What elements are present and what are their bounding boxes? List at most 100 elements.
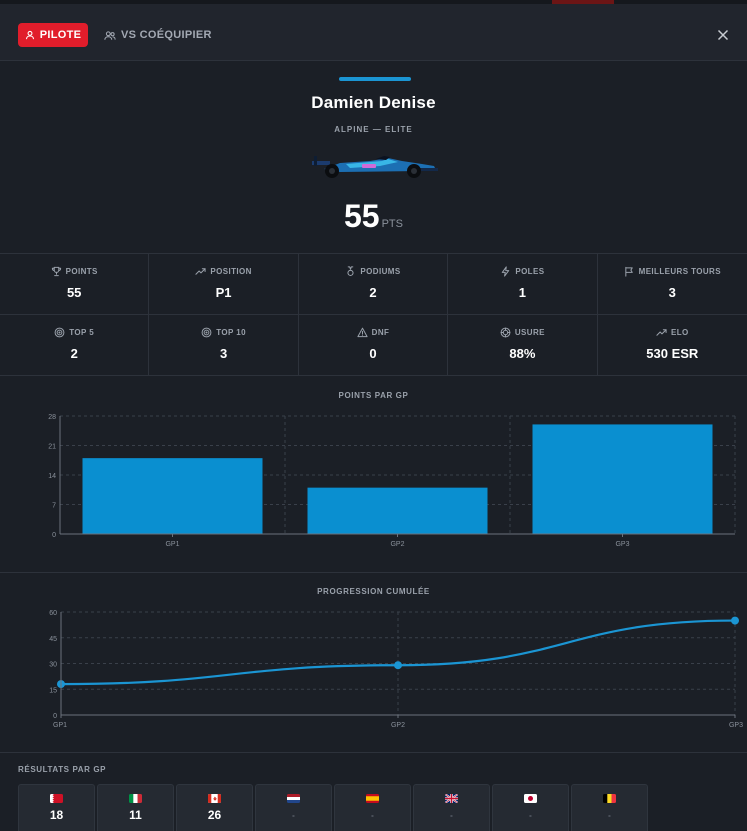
results-list: 18 11 26 - - - - - bbox=[18, 784, 648, 831]
warning-icon bbox=[357, 327, 368, 338]
stat-label-text: POSITION bbox=[210, 267, 252, 276]
gp-result-card[interactable]: - bbox=[413, 784, 490, 831]
team-color-bar bbox=[339, 77, 411, 81]
points-per-gp-section: POINTS PAR GP 0 7 14 21 28 GP1 GP2 GP3 bbox=[0, 377, 747, 573]
modal-header: PILOTE VS COÉQUIPIER bbox=[0, 4, 747, 61]
stat-value: 1 bbox=[518, 285, 526, 300]
x-tick-label: GP2 bbox=[390, 541, 404, 548]
stat-value: 530 ESR bbox=[646, 346, 699, 361]
x-tick-label: GP3 bbox=[615, 541, 629, 548]
y-tick-label: 45 bbox=[49, 636, 57, 643]
gp-result-card[interactable]: 11 bbox=[97, 784, 174, 831]
x-tick-label: GP2 bbox=[391, 722, 405, 729]
gp-result-card[interactable]: - bbox=[571, 784, 648, 831]
stat-elo: ELO 530 ESR bbox=[598, 315, 747, 376]
gp-result-card[interactable]: - bbox=[255, 784, 332, 831]
cumulative-progression-chart: 0 15 30 45 60 GP1 GP2 GP3 bbox=[49, 610, 743, 729]
bar-gp2[interactable] bbox=[307, 487, 488, 534]
close-icon[interactable] bbox=[714, 26, 732, 44]
points-per-gp-title: POINTS PAR GP bbox=[338, 391, 409, 400]
stat-label-text: MEILLEURS TOURS bbox=[638, 267, 721, 276]
gp-result-card[interactable]: - bbox=[492, 784, 569, 831]
target-icon bbox=[54, 327, 65, 338]
flag-canada-icon bbox=[208, 794, 221, 803]
stat-label-text: ELO bbox=[670, 328, 689, 337]
flag-icon bbox=[624, 266, 633, 277]
total-points-unit: PTS bbox=[381, 218, 403, 230]
flag-bahrain-icon bbox=[50, 794, 63, 803]
car-icon bbox=[312, 156, 438, 178]
stat-label: MEILLEURS TOURS bbox=[624, 266, 721, 277]
stat-label: DNF bbox=[357, 327, 390, 338]
gp-result-card[interactable]: 26 bbox=[176, 784, 253, 831]
tab-pilote-label: PILOTE bbox=[39, 29, 82, 41]
stat-value: 88% bbox=[509, 346, 536, 361]
stat-value: 3 bbox=[668, 285, 676, 300]
bolt-icon bbox=[502, 266, 510, 277]
point-gp3[interactable] bbox=[731, 616, 739, 625]
stat-poles: POLES 1 bbox=[448, 254, 598, 315]
user-icon bbox=[25, 30, 34, 40]
gp-result-value: - bbox=[450, 811, 453, 820]
driver-team: ALPINE — ELITE bbox=[334, 125, 413, 134]
stat-label: PODIUMS bbox=[345, 266, 400, 277]
stat-label: POLES bbox=[500, 266, 544, 277]
tab-vs-coequipier[interactable]: VS COÉQUIPIER bbox=[104, 23, 212, 47]
stat-value: 2 bbox=[369, 285, 377, 300]
y-tick-label: 0 bbox=[52, 532, 56, 539]
stat-label-text: POLES bbox=[515, 267, 545, 276]
target-icon bbox=[201, 327, 212, 338]
gp-result-value: 18 bbox=[49, 808, 64, 822]
cumulative-progression-title: PROGRESSION CUMULÉE bbox=[317, 587, 430, 596]
x-tick-label: GP1 bbox=[53, 722, 67, 729]
y-tick-label: 15 bbox=[49, 687, 57, 694]
stat-label: ELO bbox=[656, 327, 689, 338]
flag-japan-icon bbox=[524, 794, 537, 803]
stat-top-5: TOP 5 2 bbox=[0, 315, 150, 376]
top-strip bbox=[0, 0, 747, 4]
stat-label: TOP 5 bbox=[54, 327, 94, 338]
y-tick-label: 21 bbox=[48, 444, 56, 451]
points-per-gp-chart: 0 7 14 21 28 GP1 GP2 GP3 bbox=[48, 414, 736, 548]
point-gp2[interactable] bbox=[394, 661, 402, 670]
stat-dnf: DNF 0 bbox=[299, 315, 449, 376]
total-points-value: 55 bbox=[344, 198, 380, 234]
stat-value: 0 bbox=[369, 346, 377, 361]
results-section: RÉSULTATS PAR GP 18 11 26 - - - - - bbox=[0, 753, 747, 831]
y-tick-label: 30 bbox=[49, 662, 57, 669]
stat-value: 2 bbox=[70, 346, 78, 361]
stat-label: POINTS bbox=[51, 266, 98, 277]
stat-label-text: TOP 5 bbox=[69, 328, 95, 337]
y-tick-label: 28 bbox=[48, 414, 56, 421]
trend-up-icon bbox=[195, 268, 206, 275]
stat-label: USURE bbox=[500, 327, 545, 338]
driver-hero: Damien Denise ALPINE — ELITE 55 PTS bbox=[0, 61, 747, 253]
flag-italy-icon bbox=[129, 794, 142, 803]
trend-up-icon bbox=[656, 329, 667, 336]
stat-label-text: TOP 10 bbox=[216, 328, 246, 337]
gp-result-value: 26 bbox=[207, 808, 222, 822]
y-tick-label: 0 bbox=[53, 713, 57, 720]
stat-value: 55 bbox=[66, 285, 82, 300]
x-tick-label: GP1 bbox=[165, 541, 179, 548]
gp-result-card[interactable]: 18 bbox=[18, 784, 95, 831]
bar-gp3[interactable] bbox=[532, 424, 713, 534]
stat-meilleurs-tours: MEILLEURS TOURS 3 bbox=[597, 254, 747, 315]
stat-label: POSITION bbox=[195, 266, 251, 277]
gp-result-card[interactable]: - bbox=[334, 784, 411, 831]
cumulative-progression-section: PROGRESSION CUMULÉE 0 15 30 45 60 GP1 GP2 GP3 bbox=[0, 573, 747, 753]
driver-name: Damien Denise bbox=[311, 93, 436, 112]
bar-gp1[interactable] bbox=[82, 458, 263, 534]
stat-value: 3 bbox=[219, 346, 228, 361]
flag-spain-icon bbox=[366, 794, 379, 803]
total-points: 55 PTS bbox=[0, 198, 747, 235]
x-tick-label: GP3 bbox=[729, 722, 743, 729]
users-icon bbox=[104, 30, 116, 40]
stat-label-text: PODIUMS bbox=[360, 267, 401, 276]
tab-pilote[interactable]: PILOTE bbox=[18, 23, 88, 47]
tab-vs-label: VS COÉQUIPIER bbox=[121, 29, 212, 41]
gp-result-value: 11 bbox=[129, 808, 142, 822]
stat-top-10: TOP 10 3 bbox=[149, 315, 299, 376]
y-tick-label: 7 bbox=[52, 503, 56, 510]
stat-position: POSITION P1 bbox=[149, 254, 299, 315]
